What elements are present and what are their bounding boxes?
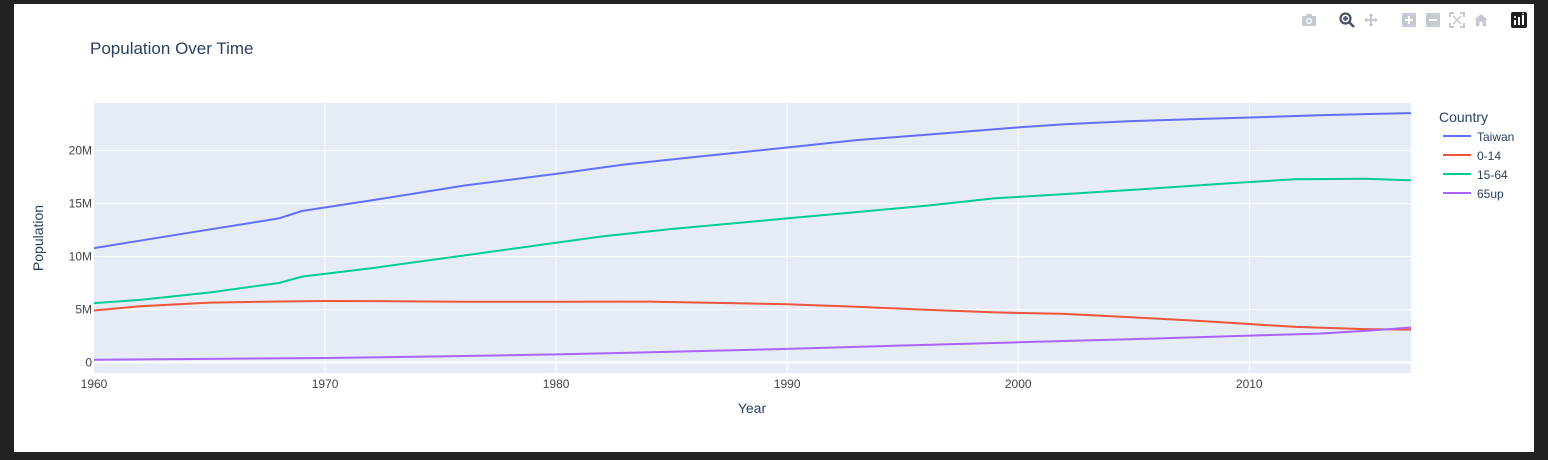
x-axis-ticks: 1960 1970 1980 1990 2000 2010: [81, 377, 1263, 391]
legend-item-65up[interactable]: 65up: [1443, 187, 1504, 201]
x-tick-label: 1990: [774, 377, 801, 391]
y-tick-label: 20M: [69, 144, 92, 158]
series-lines: [93, 112, 1412, 361]
reset-axes-icon[interactable]: [1472, 11, 1490, 29]
plotly-logo-icon[interactable]: [1510, 11, 1528, 29]
x-tick-label: 1980: [543, 377, 570, 391]
y-axis-ticks: 0 5M 10M 15M 20M: [69, 144, 93, 370]
legend: Taiwan 0-14 15-64 65up: [1443, 130, 1514, 201]
series-line-65up[interactable]: [93, 326, 1412, 361]
y-tick-label: 10M: [69, 250, 92, 264]
plot-area[interactable]: [94, 103, 1411, 373]
legend-item-15-64[interactable]: 15-64: [1443, 168, 1508, 182]
pan-icon[interactable]: [1362, 11, 1380, 29]
zoom-in-icon[interactable]: [1400, 11, 1418, 29]
y-tick-label: 0: [85, 355, 92, 369]
legend-label: Taiwan: [1477, 130, 1514, 144]
zoom-out-icon[interactable]: [1424, 11, 1442, 29]
legend-label: 65up: [1477, 187, 1504, 201]
chart-title: Population Over Time: [90, 39, 253, 58]
legend-label: 0-14: [1477, 149, 1501, 163]
x-axis-label: Year: [738, 400, 767, 416]
y-tick-label: 15M: [69, 197, 92, 211]
legend-item-Taiwan[interactable]: Taiwan: [1443, 130, 1514, 144]
x-tick-label: 2010: [1236, 377, 1263, 391]
zoom-icon[interactable]: [1338, 11, 1356, 29]
x-tick-label: 1970: [312, 377, 339, 391]
series-line-Taiwan[interactable]: [93, 112, 1412, 250]
grid-lines: [94, 103, 1411, 373]
y-axis-label: Population: [30, 205, 46, 271]
autoscale-icon[interactable]: [1448, 11, 1466, 29]
camera-icon[interactable]: [1300, 11, 1318, 29]
x-tick-label: 1960: [81, 377, 108, 391]
chart-container: Population Over Time 1960 1970 1980 1990 200…: [14, 4, 1534, 452]
legend-item-0-14[interactable]: 0-14: [1443, 149, 1501, 163]
legend-title: Country: [1439, 109, 1488, 125]
x-tick-label: 2000: [1005, 377, 1032, 391]
line-chart: Population Over Time 1960 1970 1980 1990 200…: [30, 39, 1514, 416]
series-line-0-14[interactable]: [93, 300, 1412, 331]
series-line-15-64[interactable]: [93, 177, 1412, 305]
legend-label: 15-64: [1477, 168, 1508, 182]
modebar: [1300, 8, 1528, 32]
y-tick-label: 5M: [75, 302, 92, 316]
